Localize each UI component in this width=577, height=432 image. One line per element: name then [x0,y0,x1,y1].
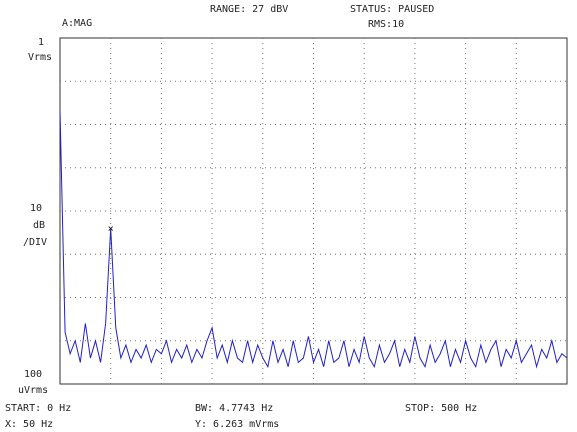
status: STATUS: PAUSED [350,4,434,15]
y-scale-value: 10 [30,203,42,214]
y-bottom-unit: uVrms [18,385,48,396]
trace-label: A:MAG [62,18,92,29]
y-scale-div: /DIV [23,237,47,248]
y-top-unit: Vrms [28,52,52,63]
start-freq: START: 0 Hz [5,403,71,414]
bandwidth: BW: 4.7743 Hz [195,403,273,414]
marker-x: X: 50 Hz [5,419,53,430]
stop-freq: STOP: 500 Hz [405,403,477,414]
y-bottom-value: 100 [24,369,42,380]
trace [59,109,568,369]
average: RMS:10 [368,19,404,30]
y-scale-unit: dB [33,220,45,231]
peak-marker [108,226,114,231]
y-top-value: 1 [38,37,44,48]
marker-y: Y: 6.263 mVrms [195,419,279,430]
range: RANGE: 27 dBV [210,4,288,15]
